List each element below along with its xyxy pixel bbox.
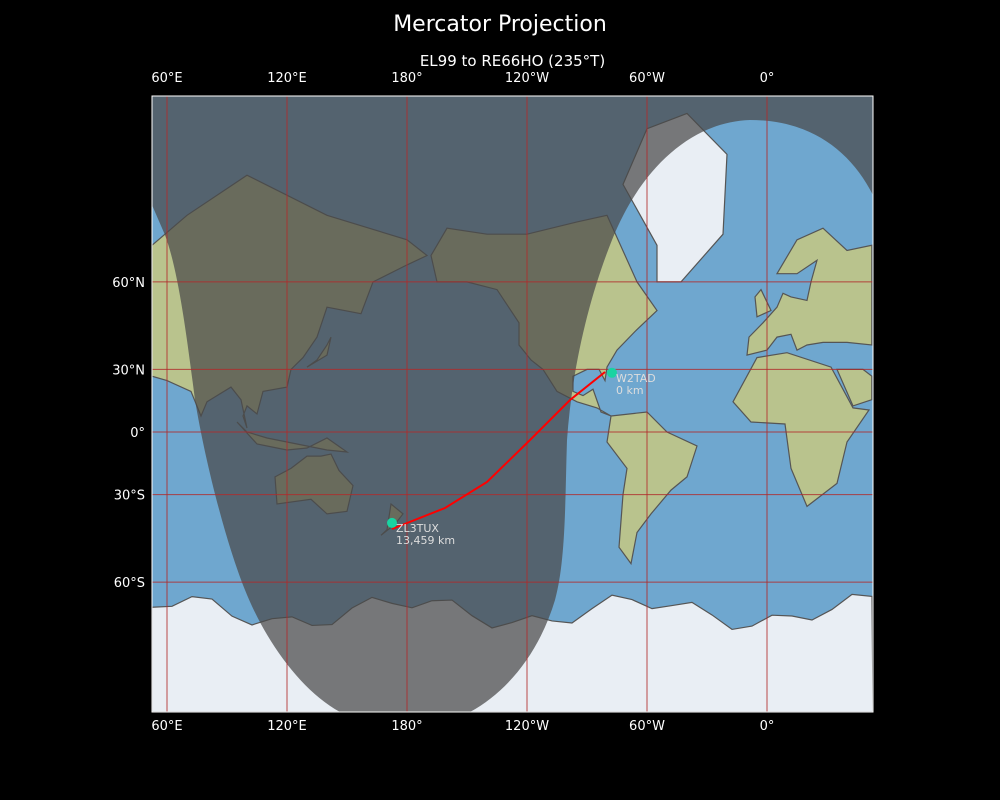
lon-tick-label: 0° — [760, 719, 775, 734]
lat-tick-label: 60°N — [112, 276, 145, 291]
europe — [746, 227, 873, 356]
station-call-label: W2TAD — [616, 372, 656, 385]
lat-tick-label: 30°N — [112, 363, 145, 378]
lon-tick-label: 0° — [760, 71, 775, 86]
lat-tick-label: 0° — [130, 426, 145, 441]
lon-tick-label: 180° — [391, 719, 422, 734]
map-title: Mercator Projection — [393, 12, 607, 37]
station-distance-label: 0 km — [616, 384, 644, 397]
map-frame — [151, 95, 874, 713]
station-marker[interactable] — [607, 367, 617, 378]
lon-tick-label: 120°W — [505, 71, 549, 86]
lon-tick-label: 120°E — [267, 719, 307, 734]
station-distance-label: 13,459 km — [396, 534, 455, 547]
lon-tick-label: 120°W — [505, 719, 549, 734]
lon-tick-label: 60°W — [629, 719, 665, 734]
station-call-label: ZL3TUX — [396, 522, 439, 535]
lon-tick-label: 60°E — [151, 71, 182, 86]
lon-tick-label: 60°E — [151, 719, 182, 734]
lon-tick-label: 180° — [391, 71, 422, 86]
graticule — [152, 96, 873, 712]
lat-tick-label: 30°S — [114, 489, 145, 504]
lon-tick-label: 120°E — [267, 71, 307, 86]
south-america — [606, 411, 698, 566]
lon-tick-label: 60°W — [629, 71, 665, 86]
station-marker[interactable] — [387, 517, 397, 528]
route-line — [391, 371, 606, 530]
lat-tick-label: 60°S — [114, 576, 145, 591]
map-subtitle: EL99 to RE66HO (235°T) — [419, 52, 606, 70]
night-shade — [152, 96, 873, 712]
